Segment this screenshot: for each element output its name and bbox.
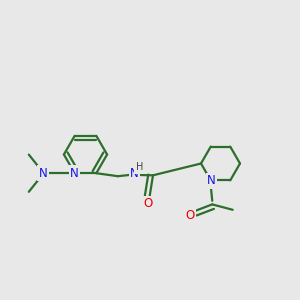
Text: H: H (136, 162, 143, 172)
Text: N: N (70, 167, 79, 180)
Text: N: N (39, 167, 48, 180)
Text: N: N (207, 175, 216, 188)
Text: O: O (185, 209, 195, 222)
Text: N: N (130, 167, 139, 180)
Text: O: O (143, 197, 152, 210)
